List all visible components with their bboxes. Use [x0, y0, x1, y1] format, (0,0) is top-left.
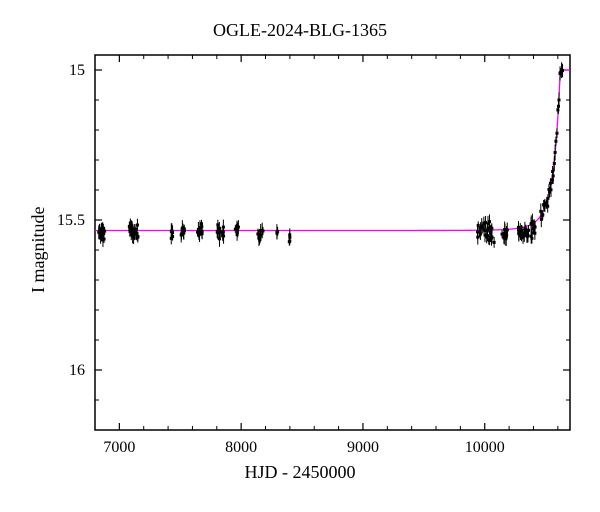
- x-axis-label: HJD - 2450000: [0, 462, 600, 483]
- svg-text:10000: 10000: [465, 439, 505, 456]
- svg-text:8000: 8000: [225, 439, 257, 456]
- svg-text:15: 15: [69, 62, 85, 79]
- y-axis-label: I magnitude: [28, 206, 49, 292]
- svg-text:9000: 9000: [347, 439, 379, 456]
- chart-title: OGLE-2024-BLG-1365: [0, 20, 600, 41]
- plot-area: 7000 8000 9000 10000 15 15.5 16: [0, 0, 600, 512]
- svg-text:16: 16: [69, 362, 85, 379]
- chart-container: OGLE-2024-BLG-1365 HJD - 2450000 I magni…: [0, 0, 600, 512]
- svg-text:15.5: 15.5: [57, 212, 85, 229]
- svg-text:7000: 7000: [103, 439, 135, 456]
